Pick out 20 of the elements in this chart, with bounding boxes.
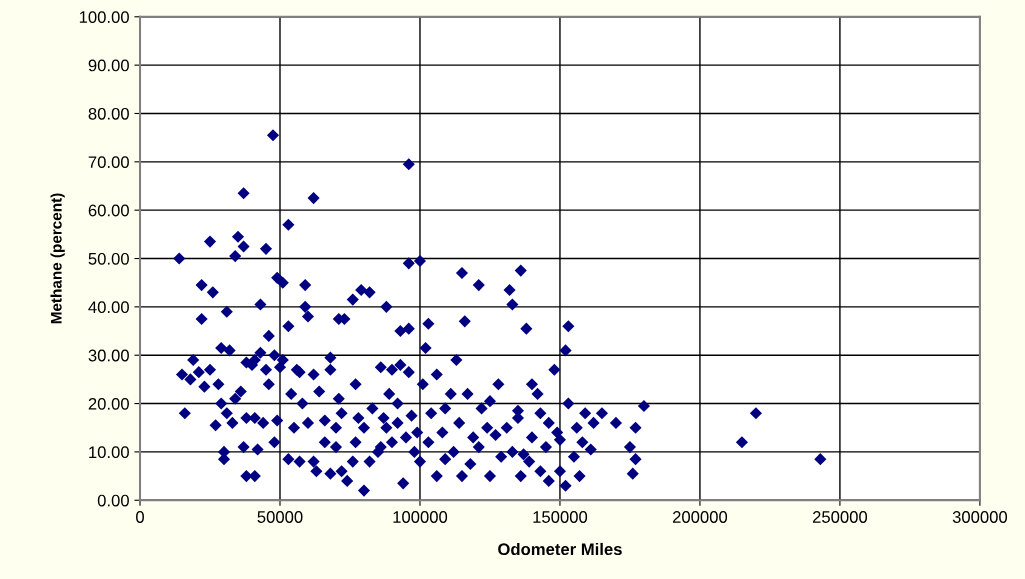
y-tick-label: 100.00 [79, 11, 129, 23]
x-axis-title: Odometer Miles [498, 542, 622, 556]
x-tick-label: 0 [136, 511, 144, 523]
x-tick-label: 50000 [257, 511, 303, 523]
x-tick-label: 250000 [812, 511, 868, 523]
y-tick-label: 20.00 [88, 397, 129, 410]
x-tick-label: 200000 [672, 511, 728, 523]
x-tick-label: 150000 [533, 511, 588, 523]
y-tick-label: 90.00 [88, 59, 129, 72]
y-tick-label: 40.00 [88, 301, 129, 314]
y-tick-label: 10.00 [89, 446, 129, 459]
y-tick-label: 60.00 [88, 204, 129, 217]
x-tick-label: 100000 [393, 511, 448, 523]
x-tick-label: 300000 [952, 511, 1008, 523]
y-tick-label: 50.00 [88, 252, 129, 265]
y-tick-label: 0.00 [97, 494, 129, 507]
y-axis-title: Methane (percent) [50, 193, 65, 324]
y-tick-label: 30.00 [88, 349, 129, 362]
y-tick-label: 80.00 [88, 107, 129, 120]
y-tick-label: 70.00 [88, 156, 129, 169]
